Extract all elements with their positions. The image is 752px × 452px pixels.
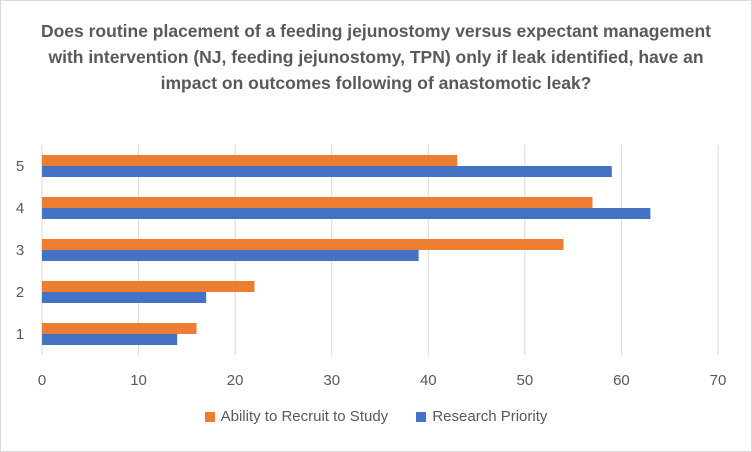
x-tick-label: 20: [227, 372, 244, 389]
bar-ability-1: [42, 323, 197, 334]
x-tick-label: 50: [517, 372, 534, 389]
legend-item-priority: Research Priority: [416, 408, 547, 425]
legend: Ability to Recruit to Study Research Pri…: [0, 408, 752, 426]
y-tick-label: 1: [16, 326, 24, 343]
legend-swatch-ability: [204, 411, 215, 422]
bar-ability-5: [42, 155, 458, 166]
y-tick-label: 2: [16, 284, 24, 301]
y-tick-label: 5: [16, 158, 24, 175]
bar-priority-2: [42, 292, 207, 303]
y-tick-label: 4: [16, 200, 24, 217]
x-tick-label: 10: [130, 372, 147, 389]
legend-label-priority: Research Priority: [432, 408, 548, 425]
bar-priority-4: [42, 208, 651, 219]
legend-swatch-priority: [416, 411, 427, 422]
x-tick-label: 60: [613, 372, 630, 389]
bar-ability-2: [42, 281, 255, 292]
legend-label-ability: Ability to Recruit to Study: [220, 408, 389, 425]
bar-ability-3: [42, 239, 564, 250]
x-tick-label: 40: [420, 372, 437, 389]
bar-ability-4: [42, 197, 593, 208]
bar-priority-1: [42, 334, 178, 345]
x-tick-label: 70: [710, 372, 727, 389]
legend-item-ability: Ability to Recruit to Study: [204, 408, 389, 425]
bar-priority-5: [42, 166, 612, 177]
chart-title: Does routine placement of a feeding jeju…: [40, 21, 712, 93]
y-tick-label: 3: [16, 242, 24, 259]
x-tick-label: 30: [323, 372, 340, 389]
x-tick-label: 0: [38, 372, 46, 389]
bar-priority-3: [42, 250, 419, 261]
